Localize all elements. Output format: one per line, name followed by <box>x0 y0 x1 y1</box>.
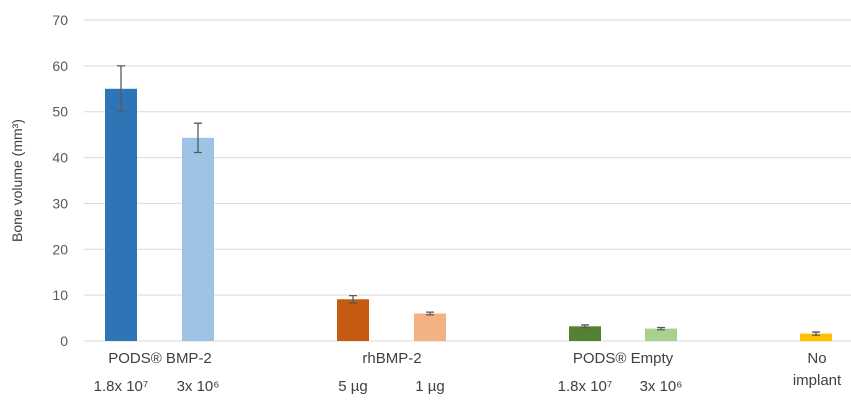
error-bar <box>117 65 125 113</box>
group-label-line: implant <box>793 372 842 389</box>
y-tick-label: 60 <box>52 58 68 74</box>
group-label-line: PODS® Empty <box>573 350 674 367</box>
bar-sub-label: 1.8x 10⁷ <box>94 378 149 395</box>
y-tick-label: 70 <box>52 12 68 28</box>
group-label: PODS® Empty <box>573 350 674 367</box>
error-bar <box>349 294 357 304</box>
bar-sub-label: 5 µg <box>338 378 368 395</box>
y-tick-label: 30 <box>52 195 68 211</box>
bar <box>337 299 369 341</box>
bar <box>105 88 137 342</box>
error-bar <box>426 311 434 316</box>
group-label-line: PODS® BMP-2 <box>108 350 212 367</box>
bar-sub-label: 1.8x 10⁷ <box>558 378 613 395</box>
y-tick-label: 50 <box>52 104 68 120</box>
bar <box>182 137 214 341</box>
bar-sub-label: 3x 10⁶ <box>640 378 683 395</box>
group-label: No implant <box>793 350 842 389</box>
error-bar <box>581 324 589 329</box>
bar-sub-label: 3x 10⁶ <box>177 378 220 395</box>
bar <box>800 333 832 341</box>
group-label-line: No <box>807 350 826 367</box>
error-bar <box>657 326 665 331</box>
error-bar <box>194 122 202 154</box>
bar <box>414 313 446 341</box>
group-label: rhBMP-2 <box>362 350 421 367</box>
bar <box>569 326 601 341</box>
group-label: PODS® BMP-2 <box>108 350 212 367</box>
error-bar <box>812 331 820 336</box>
y-tick-label: 10 <box>52 287 68 303</box>
y-axis-title: Bone volume (mm³) <box>9 119 25 242</box>
group-label-line: rhBMP-2 <box>362 350 421 367</box>
bar-sub-label: 1 µg <box>415 378 445 395</box>
y-tick-label: 40 <box>52 150 68 166</box>
bar <box>645 328 677 341</box>
y-tick-label: 20 <box>52 241 68 257</box>
y-tick-label: 0 <box>60 333 68 349</box>
